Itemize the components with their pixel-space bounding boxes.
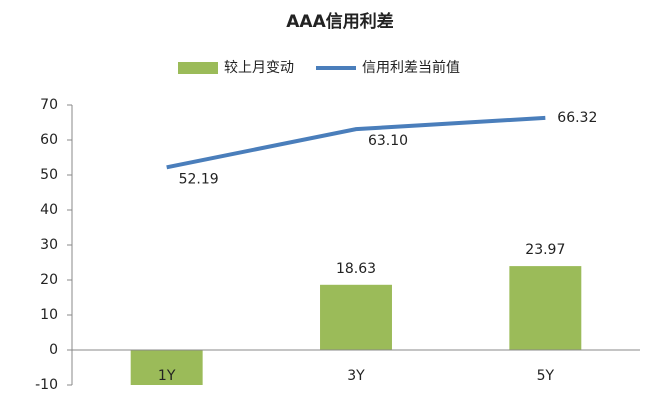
x-tick-label: 1Y — [158, 368, 176, 384]
bar — [509, 266, 582, 350]
y-tick-label: 70 — [40, 97, 58, 113]
bar — [130, 350, 203, 385]
bar — [320, 284, 392, 350]
y-tick-label: 40 — [40, 202, 58, 218]
bar-value-label: 23.97 — [525, 242, 565, 258]
line-value-label: 52.19 — [179, 171, 219, 187]
y-tick-label: 50 — [40, 167, 58, 183]
line-value-label: 63.10 — [368, 133, 408, 149]
legend-label: 信用利差当前值 — [362, 59, 460, 76]
y-tick-label: 0 — [49, 342, 58, 358]
y-tick-label: 30 — [40, 237, 58, 253]
line — [166, 115, 546, 170]
y-tick-label: 10 — [40, 307, 58, 323]
bar-value-label: 18.63 — [336, 261, 376, 277]
y-tick-label: 20 — [40, 272, 58, 288]
y-tick-label: 60 — [40, 132, 58, 148]
legend-label: 较上月变动 — [224, 60, 294, 76]
x-tick-label: 3Y — [347, 368, 365, 384]
chart-title: AAA信用利差 — [286, 11, 393, 32]
legend-swatch — [178, 62, 218, 74]
x-tick-label: 5Y — [537, 368, 555, 384]
y-tick-label: -10 — [35, 377, 58, 393]
line-value-label: 66.32 — [557, 110, 597, 126]
